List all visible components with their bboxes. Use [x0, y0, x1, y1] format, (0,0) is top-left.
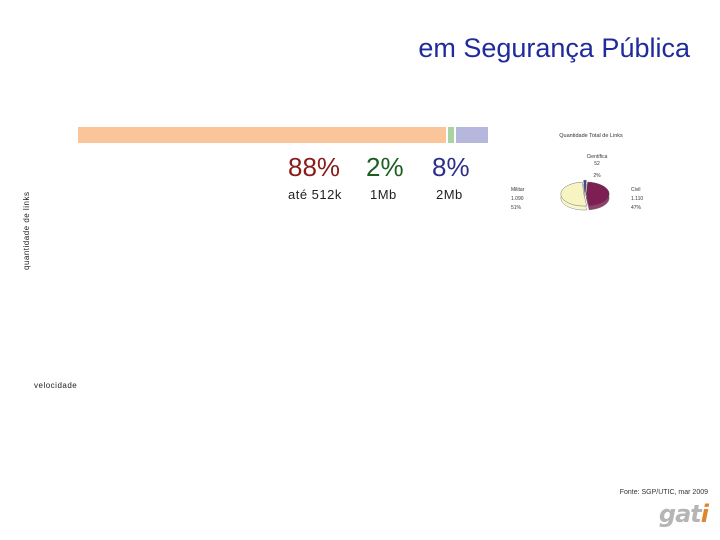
percent-label-ate-512k: 88%: [288, 152, 341, 182]
gati-logo: gati: [658, 500, 709, 528]
pie-label-cientifica-name: Científica: [587, 154, 608, 160]
pie-slice-cientifica: [583, 180, 587, 193]
pie-label-militar-count: 1.090: [511, 196, 524, 202]
pie-label-cientifica-count: 52: [594, 161, 600, 167]
pie-slice-militar: [560, 181, 587, 207]
pie-label-civil-count: 1.110: [631, 196, 643, 202]
pie-label-militar-percent: 51%: [511, 205, 522, 211]
speed-label-2mb: 2Mb: [436, 187, 463, 202]
bar-segment-1mb: [448, 127, 454, 143]
pie-label-cientifica-percent: 2%: [593, 173, 601, 179]
pie-label-civil-percent: 47%: [631, 205, 642, 211]
percent-label-1mb: 2%: [366, 152, 404, 182]
gati-logo-text: gat: [658, 500, 702, 528]
pie-chart: Quantidade Total de Links Científica 52 …: [511, 133, 643, 211]
gati-logo-accent: i: [700, 500, 709, 528]
pie-title: Quantidade Total de Links: [559, 133, 623, 139]
speed-label-1mb: 1Mb: [370, 187, 397, 202]
pie-slices: [560, 180, 610, 211]
speed-label-ate-512k: até 512k: [288, 187, 342, 202]
pie-label-militar-name: Militar: [511, 187, 525, 193]
percent-label-2mb: 8%: [432, 152, 470, 182]
source-note: Fonte: SGP/UTIC, mar 2009: [619, 489, 708, 496]
x-axis-label: velocidade: [34, 381, 78, 390]
bar-segment-2mb: [456, 127, 488, 143]
pie-slice-civil: [585, 181, 610, 207]
y-axis-label: quantidade de links: [22, 191, 31, 270]
page-title: em Segurança Pública: [418, 33, 690, 63]
bar-segment-ate-512k: [78, 127, 446, 143]
pie-label-civil-name: Civil: [631, 187, 640, 193]
stacked-bar: [78, 127, 490, 143]
